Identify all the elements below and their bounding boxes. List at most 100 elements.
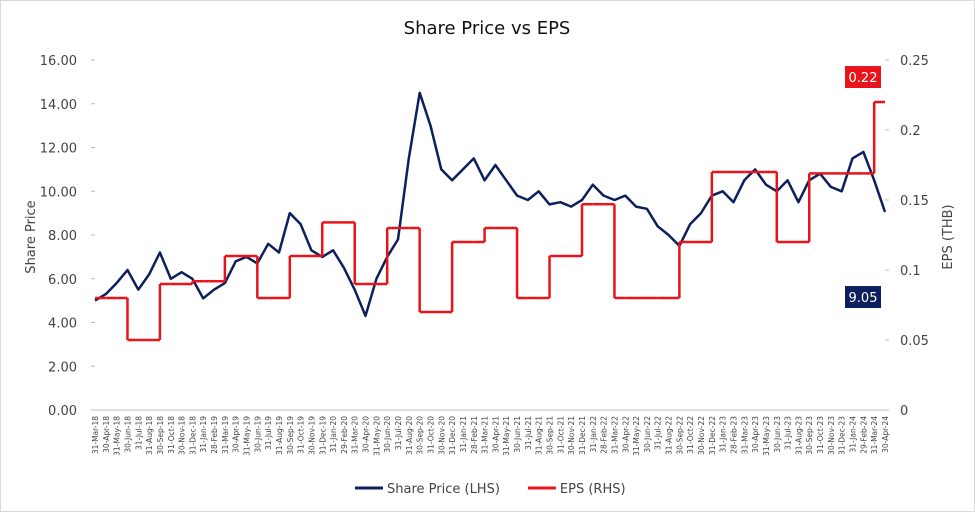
y2-tick-label: 0.15 (900, 194, 929, 209)
y-tick-label: 10.00 (40, 185, 77, 200)
x-tick-label: 31-Oct-22 (686, 416, 695, 454)
x-tick-label: 31-Aug-19 (275, 416, 284, 455)
y2-tick-label: 0.2 (900, 124, 921, 139)
x-tick-label: 31-Dec-21 (578, 416, 587, 455)
x-tick-label: 31-Oct-18 (167, 416, 176, 454)
x-tick-label: 31-Mar-23 (740, 416, 749, 454)
x-tick-label: 30-Nov-22 (697, 416, 706, 455)
x-tick-label: 31-Jul-18 (134, 416, 143, 450)
x-tick-label: 30-Nov-20 (437, 416, 446, 455)
x-tick-label: 31-Oct-20 (426, 416, 435, 454)
annotation-box (845, 286, 881, 309)
x-tick-label: 30-Jun-20 (383, 416, 392, 453)
annotation-box (845, 66, 881, 88)
x-tick-label: 31-Aug-22 (665, 416, 674, 455)
x-tick-label: 31-Dec-23 (838, 416, 847, 455)
y-tick-label: 4.00 (48, 317, 77, 332)
x-tick-label: 30-Sep-18 (156, 416, 165, 455)
x-tick-label: 31-Mar-24 (870, 416, 879, 454)
x-tick-label: 31-Mar-21 (481, 416, 490, 454)
x-tick-label: 30-Sep-20 (416, 416, 425, 455)
x-tick-label: 30-Jun-22 (643, 416, 652, 453)
x-tick-label: 30-Jun-23 (773, 416, 782, 453)
y2-tick-label: 0.25 (900, 54, 929, 69)
x-tick-label: 30-Sep-22 (675, 416, 684, 455)
x-tick-label: 31-Jan-22 (589, 416, 598, 453)
x-tick-label: 31-Jul-19 (264, 416, 273, 450)
x-tick-label: 31-Jul-21 (524, 416, 533, 450)
x-tick-label: 30-Jun-19 (253, 416, 262, 453)
x-tick-label: 31-Mar-18 (91, 416, 100, 454)
y-tick-label: 16.00 (40, 54, 77, 69)
x-tick-label: 28-Feb-23 (729, 416, 738, 454)
y-tick-label: 8.00 (48, 229, 77, 244)
x-tick-label: 31-Jan-24 (849, 416, 858, 453)
x-tick-label: 31-Aug-23 (794, 416, 803, 455)
x-tick-label: 30-Apr-23 (751, 416, 760, 453)
x-tick-label: 30-Sep-23 (805, 416, 814, 455)
x-tick-label: 31-Jan-23 (719, 416, 728, 453)
y-tick-label: 2.00 (48, 360, 77, 375)
x-tick-label: 30-Jun-18 (123, 416, 132, 453)
y2-axis-label: EPS (THB) (941, 204, 956, 269)
x-tick-label: 31-Dec-20 (448, 416, 457, 455)
y2-tick-label: 0 (900, 404, 908, 419)
x-tick-label: 31-Aug-21 (535, 416, 544, 455)
x-tick-label: 30-Jun-21 (513, 416, 522, 453)
x-tick-label: 30-Apr-18 (102, 416, 111, 453)
annotation-label: 0.22 (849, 71, 878, 86)
y-tick-label: 12.00 (40, 142, 77, 157)
x-tick-label: 30-Sep-19 (286, 416, 295, 455)
x-tick-label: 30-Nov-21 (567, 416, 576, 455)
x-tick-label: 31-Mar-20 (351, 416, 360, 454)
chart-title: Share Price vs EPS (404, 18, 571, 39)
legend-label: EPS (RHS) (560, 482, 626, 497)
x-tick-label: 31-Jan-19 (199, 416, 208, 453)
y-tick-label: 6.00 (48, 273, 77, 288)
x-tick-label: 31-Aug-18 (145, 416, 154, 455)
x-tick-label: 30-Nov-19 (307, 416, 316, 455)
x-tick-label: 31-May-19 (243, 416, 252, 456)
x-tick-label: 31-May-18 (113, 416, 122, 456)
x-tick-label: 31-Aug-20 (405, 416, 414, 455)
x-tick-label: 31-Jul-22 (654, 416, 663, 450)
x-tick-label: 31-Jan-21 (459, 416, 468, 453)
x-tick-label: 31-May-20 (372, 416, 381, 456)
x-tick-label: 31-Jan-20 (329, 416, 338, 453)
x-tick-label: 31-Dec-18 (188, 416, 197, 455)
y-axis-label: Share Price (24, 200, 39, 273)
x-tick-label: 31-Dec-19 (318, 416, 327, 455)
y-tick-label: 14.00 (40, 98, 77, 113)
x-tick-label: 30-Apr-20 (362, 416, 371, 453)
x-tick-label: 30-Apr-22 (621, 416, 630, 453)
x-tick-label: 28-Feb-22 (600, 416, 609, 454)
x-tick-label: 29-Feb-20 (340, 416, 349, 454)
x-tick-label: 31-Jul-20 (394, 416, 403, 450)
x-tick-label: 31-Dec-22 (708, 416, 717, 455)
y-tick-label: 0.00 (48, 404, 77, 419)
x-tick-label: 31-May-21 (502, 416, 511, 456)
x-tick-label: 30-Apr-19 (232, 416, 241, 453)
y2-tick-label: 0.05 (900, 334, 929, 349)
x-tick-label: 31-Jul-23 (784, 416, 793, 450)
x-tick-label: 28-Feb-21 (470, 416, 479, 454)
y2-tick-label: 0.1 (900, 264, 921, 279)
x-tick-label: 31-Oct-21 (556, 416, 565, 454)
x-tick-label: 30-Nov-18 (178, 416, 187, 455)
x-tick-label: 31-Mar-19 (221, 416, 230, 454)
x-tick-label: 31-May-23 (762, 416, 771, 456)
x-tick-label: 30-Nov-23 (827, 416, 836, 455)
x-tick-label: 30-Apr-21 (491, 416, 500, 453)
x-tick-label: 31-May-22 (632, 416, 641, 456)
x-tick-label: 30-Apr-24 (881, 416, 890, 453)
x-tick-label: 28-Feb-19 (210, 416, 219, 454)
x-tick-label: 31-Mar-22 (610, 416, 619, 454)
legend-label: Share Price (LHS) (387, 482, 500, 497)
annotation-label: 9.05 (849, 291, 878, 306)
x-tick-label: 31-Oct-19 (297, 416, 306, 454)
x-tick-label: 31-Oct-23 (816, 416, 825, 454)
x-tick-label: 29-Feb-24 (859, 416, 868, 454)
